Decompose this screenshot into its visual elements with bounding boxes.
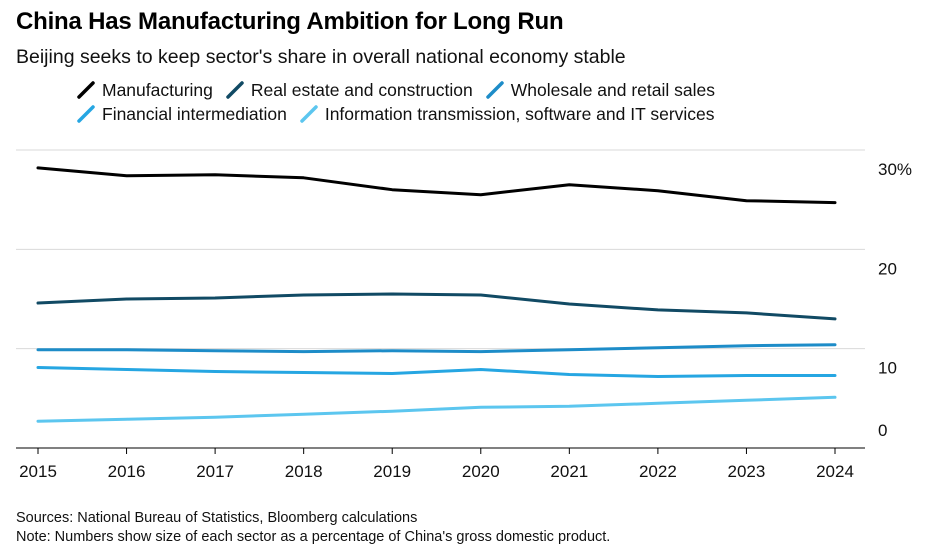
legend-swatch-manufacturing-icon: [77, 81, 95, 99]
x-tick-label-2021: 2021: [550, 462, 588, 481]
series-line-4: [36, 395, 837, 423]
x-axis: 2015 2016 2017 2018 2019 2020 2021 2022 2023 2024: [16, 447, 865, 481]
legend-item-manufacturing: Manufacturing: [76, 80, 213, 101]
legend-label-financial: Financial intermediation: [102, 103, 287, 124]
legend-swatch-it-services-icon: [300, 105, 318, 123]
chart-footer: Sources: National Bureau of Statistics, …: [16, 509, 610, 547]
legend-item-it-services: Information transmission, software and I…: [299, 104, 715, 125]
legend-row-1: Manufacturing Real estate and constructi…: [76, 78, 896, 102]
legend-item-financial: Financial intermediation: [76, 104, 287, 125]
legend-label-manufacturing: Manufacturing: [102, 79, 213, 100]
y-tick-label-30: 30%: [878, 160, 912, 179]
x-tick-label-2016: 2016: [108, 462, 146, 481]
series-line-2: [36, 343, 837, 354]
x-tick-label-2022: 2022: [639, 462, 677, 481]
y-axis-labels: 0 10 20 30%: [878, 160, 912, 440]
series-layer: [36, 166, 837, 423]
chart-legend: Manufacturing Real estate and constructi…: [76, 78, 896, 126]
x-tick-label-2023: 2023: [728, 462, 766, 481]
series-line-0: [36, 166, 837, 205]
chart-title: China Has Manufacturing Ambition for Lon…: [16, 8, 564, 35]
x-tick-label-2020: 2020: [462, 462, 500, 481]
legend-label-real-estate: Real estate and construction: [250, 79, 473, 100]
sources-note: Sources: National Bureau of Statistics, …: [16, 510, 418, 526]
series-line-1: [36, 292, 837, 321]
x-tick-label-2015: 2015: [19, 462, 57, 481]
x-tick-label-2024: 2024: [816, 462, 854, 481]
legend-swatch-financial-icon: [77, 105, 95, 123]
legend-swatch-real-estate-icon: [226, 81, 244, 99]
x-tick-label-2017: 2017: [196, 462, 234, 481]
footnote: Note: Numbers show size of each sector a…: [16, 529, 611, 545]
legend-item-wholesale: Wholesale and retail sales: [485, 80, 715, 101]
y-tick-label-20: 20: [878, 259, 897, 278]
grid-layer: [16, 149, 865, 350]
legend-label-it-services: Information transmission, software and I…: [324, 103, 715, 124]
y-tick-label-0: 0: [878, 421, 887, 440]
y-tick-label-10: 10: [878, 359, 897, 378]
legend-label-wholesale: Wholesale and retail sales: [510, 79, 715, 100]
legend-item-real-estate: Real estate and construction: [225, 80, 473, 101]
x-tick-label-2018: 2018: [285, 462, 323, 481]
x-tick-label-2019: 2019: [373, 462, 411, 481]
chart-subtitle: Beijing seeks to keep sector's share in …: [16, 46, 626, 68]
legend-swatch-wholesale-icon: [485, 81, 504, 99]
legend-row-2: Financial intermediation Information tra…: [76, 102, 896, 126]
series-line-3: [36, 366, 837, 378]
